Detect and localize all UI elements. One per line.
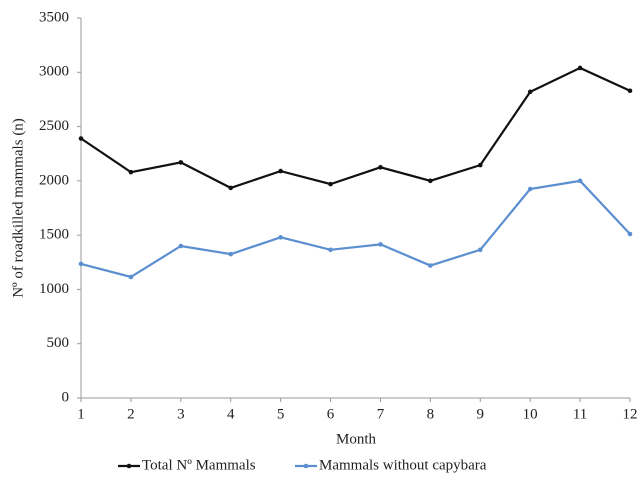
x-axis-title: Month	[336, 431, 377, 447]
point	[278, 235, 283, 240]
point	[128, 169, 134, 175]
legend-marker	[126, 463, 132, 469]
x-tick-label: 2	[127, 406, 135, 422]
point	[178, 160, 184, 165]
point	[278, 168, 283, 174]
point	[428, 263, 433, 268]
line	[80, 179, 631, 279]
point	[228, 251, 234, 257]
y-tick-label: 1000	[39, 281, 69, 297]
point	[577, 65, 583, 71]
point	[627, 231, 633, 237]
point	[378, 164, 383, 170]
y-tick-label: 1500	[39, 227, 69, 243]
x-tick-label: 12	[623, 406, 638, 422]
x-tick-label: 3	[177, 406, 185, 422]
point	[328, 247, 333, 253]
legend-label: Mammals without capybara	[319, 457, 487, 473]
point	[78, 136, 84, 141]
x-tick-label: 5	[277, 406, 285, 422]
point	[627, 88, 633, 94]
legend-label: Total Nº Mammals	[142, 457, 256, 473]
point	[428, 178, 433, 184]
y-tick-label: 2500	[39, 118, 69, 134]
y-tick-label: 0	[62, 389, 70, 405]
line	[80, 66, 631, 190]
y-tick-label: 2000	[39, 172, 69, 188]
point	[228, 185, 234, 191]
point	[527, 186, 533, 192]
point	[178, 243, 184, 249]
x-tick-label: 4	[227, 406, 235, 422]
x-tick-label: 11	[573, 406, 587, 422]
x-tick-label: 6	[327, 406, 335, 422]
x-tick-label: 10	[523, 406, 538, 422]
y-tick-label: 3500	[39, 9, 69, 25]
point	[378, 242, 383, 247]
y-tick-label: 3000	[39, 64, 69, 80]
point	[78, 261, 84, 267]
x-tick-label: 7	[377, 406, 385, 422]
x-tick-label: 9	[477, 406, 485, 422]
y-axis-title: Nº of roadkilled mammals (n)	[10, 118, 26, 298]
legend-marker	[303, 463, 309, 469]
point	[477, 162, 483, 168]
point	[577, 178, 583, 184]
y-tick-label: 500	[47, 335, 70, 351]
x-tick-label: 8	[427, 406, 435, 422]
point	[128, 274, 134, 280]
point	[477, 247, 483, 253]
x-tick-label: 1	[77, 406, 85, 422]
point	[328, 181, 333, 187]
point	[527, 89, 533, 95]
